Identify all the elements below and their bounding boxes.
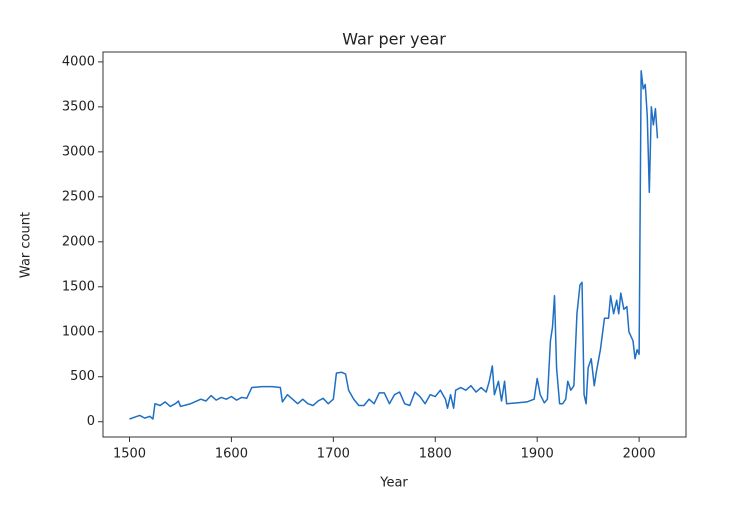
y-tick-label: 3500 [62,99,95,114]
x-tick-label: 1500 [113,447,146,462]
x-axis-label: Year [379,476,408,491]
y-tick-label: 2000 [62,234,95,249]
x-tick-label: 2000 [623,447,656,462]
x-tick-label: 1800 [419,447,452,462]
y-tick-label: 2500 [62,189,95,204]
plot-frame [102,51,687,438]
y-tick-label: 1000 [62,324,95,339]
y-tick-label: 500 [70,369,95,384]
y-axis-label: War count [19,212,34,278]
y-tick-label: 1500 [62,279,95,294]
x-tick-label: 1600 [215,447,248,462]
chart-title: War per year [342,30,446,49]
y-tick-label: 4000 [62,54,95,69]
x-tick-label: 1700 [317,447,350,462]
x-tick-label: 1900 [521,447,554,462]
line [129,70,659,420]
y-tick-label: 3000 [62,144,95,159]
y-tick-label: 0 [87,414,95,429]
